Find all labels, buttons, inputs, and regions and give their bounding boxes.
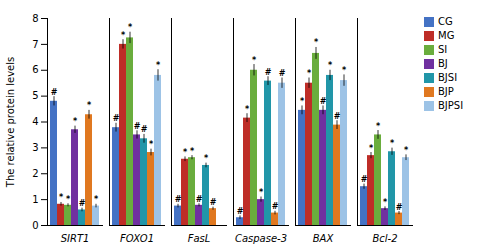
svg-text:0: 0 [32,220,38,231]
svg-text:#: # [79,199,86,208]
svg-text:BAX: BAX [313,233,335,244]
svg-text:7: 7 [32,39,38,50]
svg-text:5: 5 [32,90,38,101]
svg-text:#: # [279,69,286,78]
svg-text:*: * [307,69,312,78]
svg-text:8: 8 [32,13,38,24]
html-text:BJ: BJ [438,58,448,69]
svg-text:#: # [334,112,341,121]
svg-text:*: * [369,144,374,153]
svg-text:*: * [390,139,395,148]
svg-text:*: * [245,105,250,114]
svg-text:*: * [149,140,154,149]
svg-text:*: * [342,66,347,75]
html-text:MG: MG [438,30,455,41]
svg-text:#: # [237,207,244,216]
svg-text:*: * [94,195,99,204]
svg-text:SIRT1: SIRT1 [61,233,90,244]
svg-text:#: # [265,68,272,77]
svg-text:#: # [175,195,182,204]
svg-text:*: * [300,97,305,106]
svg-text:*: * [404,146,409,155]
svg-text:*: * [156,61,161,70]
svg-text:FasL: FasL [188,233,211,244]
svg-text:#: # [51,88,58,97]
svg-text:*: * [128,23,133,32]
svg-text:#: # [396,203,403,212]
svg-text:#: # [134,122,141,131]
html-text:BJPSI: BJPSI [438,100,464,111]
svg-text:#: # [196,195,203,204]
svg-text:#: # [272,202,279,211]
svg-text:*: * [59,193,64,202]
svg-text:*: * [190,147,195,156]
svg-text:1: 1 [32,194,38,205]
svg-text:#: # [113,114,120,123]
svg-text:The relative protein levels: The relative protein levels [5,57,16,188]
svg-text:2: 2 [32,168,38,179]
svg-text:#: # [361,175,368,184]
svg-text:*: * [259,188,264,197]
svg-text:*: * [376,122,381,131]
svg-text:*: * [87,101,92,110]
svg-text:Bcl-2: Bcl-2 [372,233,397,244]
svg-text:*: * [204,154,209,163]
svg-text:6: 6 [32,64,38,75]
svg-text:*: * [328,61,333,70]
svg-text:*: * [252,56,257,65]
svg-text:Caspase-3: Caspase-3 [235,233,287,244]
html-text:CG: CG [438,16,453,27]
svg-text:*: * [314,38,319,47]
svg-text:*: * [183,148,188,157]
svg-text:*: * [383,198,388,207]
html-text:SI: SI [438,44,448,55]
svg-text:3: 3 [32,142,38,153]
html-text:BJP: BJP [438,86,454,97]
html-text:BJSI: BJSI [438,72,458,83]
svg-text:4: 4 [32,116,38,127]
svg-text:#: # [141,125,148,134]
svg-text:*: * [66,195,71,204]
svg-text:#: # [210,198,217,207]
svg-text:#: # [320,97,327,106]
svg-text:*: * [73,117,78,126]
svg-text:FOXO1: FOXO1 [120,233,154,244]
svg-text:*: * [121,31,126,40]
